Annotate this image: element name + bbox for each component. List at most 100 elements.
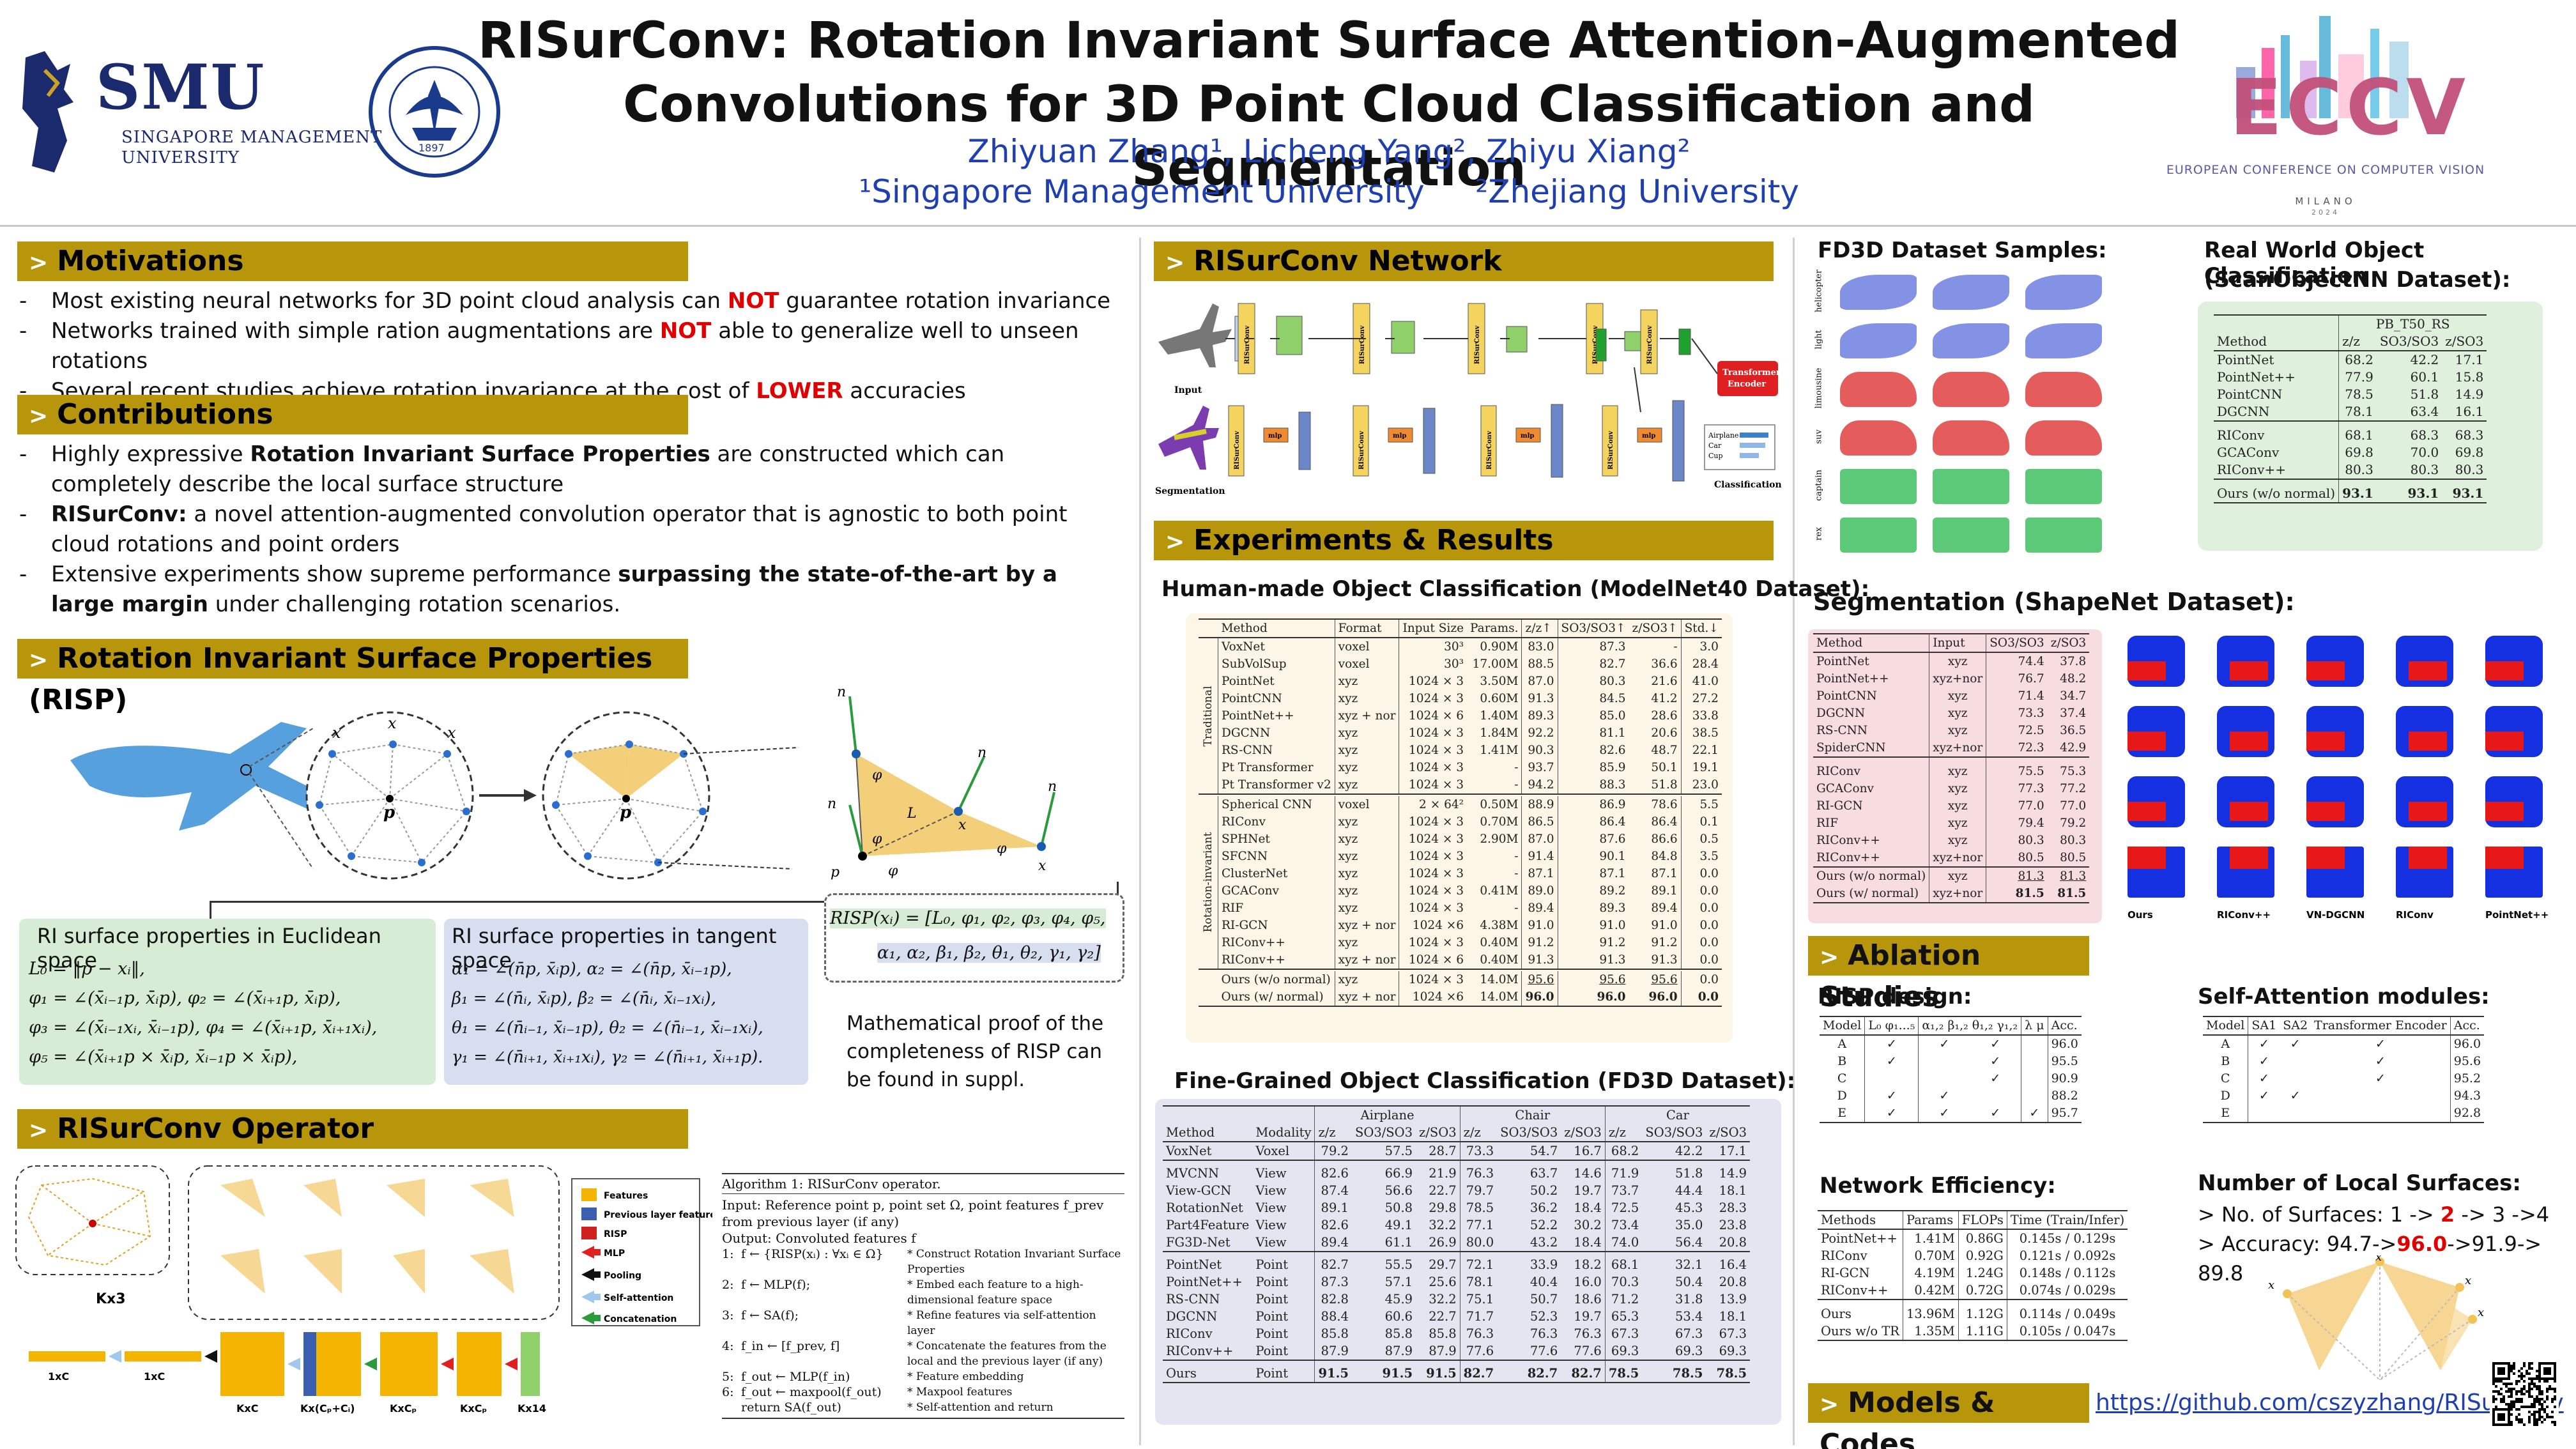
sample-shape-icon (2025, 372, 2102, 407)
table-cell: ✓ (1970, 1053, 2022, 1070)
table-cell: xyz (1335, 831, 1400, 848)
table-cell: 82.7 (1561, 1360, 1606, 1383)
table-cell: 78.1 (2338, 403, 2377, 422)
table-cell: xyz (1335, 690, 1400, 707)
segmentation-part (2230, 732, 2268, 751)
table-cell: 0.121s / 0.092s (2019, 1248, 2116, 1263)
table-row: SPHNet xyz 1024 × 3 2.90M 87.0 87.6 86.6 0.5 (1199, 831, 1722, 848)
network-label-car: Car (1708, 441, 1722, 450)
table-cell: C (1820, 1070, 1866, 1087)
table-cell: 0.86G (1958, 1229, 2007, 1247)
table-header-cell: SO3/SO3↑ (1558, 618, 1629, 638)
table-group-header: Car (1605, 1105, 1751, 1124)
table-cell: xyz (1929, 705, 1987, 722)
sample-row: light (1808, 317, 2102, 364)
table-header-cell: Methods (1818, 1210, 1903, 1230)
table-cell: xyz (1929, 815, 1987, 832)
table-cell: 78.5 (1706, 1360, 1751, 1383)
table-cell: 1024 ×6 (1399, 988, 1468, 1007)
table-header-cell: Method (1218, 618, 1335, 638)
table-cell: ✓ (2258, 1054, 2269, 1068)
segmentation-part (2485, 802, 2524, 821)
algorithm-step: 6: f_out ← maxpool(f_out) * Maxpool featur… (722, 1385, 1013, 1399)
table-cell (2311, 1105, 2451, 1123)
table-cell: 1.12G (1958, 1300, 2007, 1322)
table-header-cell: z/z (2338, 333, 2377, 351)
table-cell: 14.6 (1561, 1160, 1606, 1182)
table-cell: 32.2 (1416, 1291, 1460, 1308)
algorithm-output: Output: Convoluted features f (722, 1230, 916, 1246)
table-cell: 89.3 (1599, 901, 1626, 915)
table-cell: 1.11G (1958, 1322, 2007, 1341)
table-cell: Pt Transformer v2 (1218, 776, 1335, 794)
table-cell: 1.84M (1467, 724, 1522, 742)
table-cell: 41.0 (1692, 675, 1719, 688)
table-cell: 33.9 (1529, 1257, 1558, 1272)
table-cell: 0.50M (1467, 796, 1522, 813)
table-cell: 45.9 (1384, 1292, 1413, 1307)
table-row: RIConv 68.1 68.3 68.3 (2214, 421, 2487, 444)
table-cell: ✓ (1939, 1089, 1950, 1103)
table-cell: 87.4 (1321, 1183, 1349, 1198)
table-cell: Ours (w/ normal) (1813, 885, 1930, 903)
table-cell: 80.3 (2060, 834, 2087, 847)
svg-text:x: x (1038, 858, 1046, 874)
table-cell: 43.2 (1497, 1234, 1561, 1252)
table-cell: 5.5 (1699, 798, 1719, 811)
surfaces-count-line: > No. of Surfaces: 1 -> 2 -> 3 ->4 (2198, 1202, 2550, 1227)
table-row: E ✓ ✓ ✓ ✓ 95.7 (1820, 1105, 2082, 1123)
table-header-cell: λ μ (2021, 1016, 2048, 1036)
sample-row-label: rex (1814, 526, 1824, 541)
table-cell: RS-CNN (1166, 1292, 1220, 1307)
table-cell: 90.9 (2051, 1071, 2078, 1085)
table-cell: PointNet (1166, 1257, 1222, 1272)
table-header-cell: SO3/SO3 (1497, 1124, 1561, 1142)
qr-code-icon[interactable] (2490, 1360, 2559, 1429)
table-cell: 45.3 (1675, 1200, 1703, 1215)
table-cell: 91.0 (1629, 917, 1682, 934)
table-cell: xyz (1929, 652, 1987, 670)
table-cell: DGCNN (1813, 705, 1930, 722)
table-cell: 34.7 (2060, 689, 2087, 703)
table-cell: 37.4 (2060, 707, 2087, 720)
table-cell (2280, 1053, 2311, 1070)
table-cell: Point (1252, 1252, 1315, 1273)
op-label-kxcp: KxCₚ (390, 1402, 417, 1414)
table-cell: voxel (1335, 796, 1400, 813)
experiments-heading: > Experiments & Results (1154, 521, 1774, 560)
table-cell: 22.7 (1416, 1182, 1460, 1199)
feature-cube (1624, 331, 1643, 351)
svg-text:x: x (2478, 1306, 2484, 1319)
eccv-skyline-icon (2236, 16, 2409, 118)
table-cell: 68.1 (2345, 427, 2373, 443)
github-link[interactable]: https://github.com/cszyzhang/RISurConv (2096, 1390, 2564, 1416)
table-cell: VoxNet (1218, 638, 1335, 656)
table-cell: ClusterNet (1218, 865, 1335, 882)
table-cell: 1.40M (1467, 707, 1522, 724)
local-surfaces-diagram: x x x x (2268, 1255, 2484, 1381)
sample-shape-icon (2025, 420, 2102, 456)
table-cell: Ours (w/o normal) (2214, 479, 2340, 503)
table-cell: xyz (1335, 759, 1400, 776)
table-cell: 80.0 (1460, 1234, 1498, 1252)
table-cell: 68.2 (1605, 1142, 1643, 1161)
table-row: GCAConv xyz 1024 × 3 0.41M 89.0 89.2 89.1 0.0 (1199, 882, 1722, 900)
table-cell: 32.2 (1416, 1216, 1460, 1234)
table-row: A ✓ ✓ ✓ 96.0 (1820, 1035, 2082, 1053)
table-cell: 48.2 (2060, 672, 2087, 686)
feature-cube (1595, 328, 1607, 362)
segmentation-panel: Method Input SO3/SO3 z/SO3 PointNet xyz 74.4 37… (1808, 629, 2102, 923)
table-cell: D (2203, 1087, 2249, 1105)
table-cell: xyz + nor (1335, 707, 1400, 724)
table-cell: 1024 × 3 (1408, 815, 1464, 829)
sample-shape-icon (2025, 323, 2102, 358)
table-row: Ours 13.96M 1.12G 0.114s / 0.049s (1818, 1300, 2128, 1322)
legend-features: Features (604, 1191, 648, 1201)
table-cell: xyz (1335, 971, 1400, 988)
table-cell: 78.5 (2345, 387, 2373, 402)
risurconv-block (1468, 303, 1485, 374)
table-header-cell: Acc. (2450, 1016, 2485, 1036)
op-label-kxcpci: Kx(Cₚ+Cᵢ) (300, 1402, 355, 1414)
surfaces-accuracy-line: > Accuracy: 94.7->96.0->91.9-> 89.8 (2198, 1232, 2542, 1285)
risp-equation-box: RISP(xᵢ) = [L₀, φ₁, φ₂, φ₃, φ₄, φ₅, α₁, … (824, 893, 1124, 983)
